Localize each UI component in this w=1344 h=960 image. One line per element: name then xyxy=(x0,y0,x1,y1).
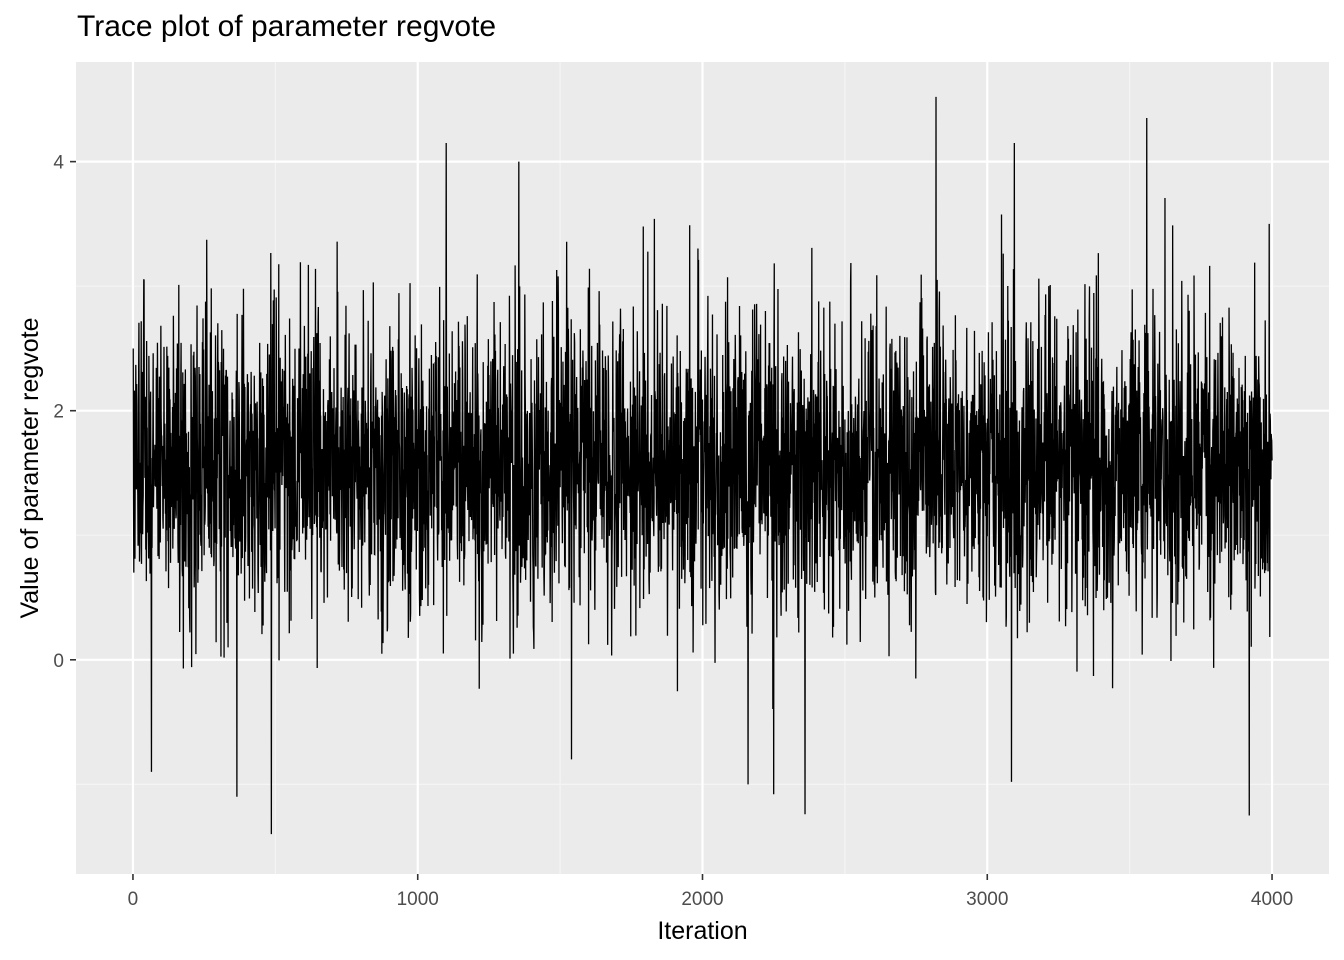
y-axis-title: Value of parameter regvote xyxy=(16,317,44,618)
trace-line xyxy=(132,96,1273,835)
x-tick-label: 4000 xyxy=(1251,889,1293,910)
x-axis-title: Iteration xyxy=(657,917,747,945)
trace-series xyxy=(132,96,1273,835)
x-axis: 0 1000 2000 3000 4000 xyxy=(128,874,1293,910)
chart-title: Trace plot of parameter regvote xyxy=(77,10,497,43)
y-tick-label: 0 xyxy=(53,651,64,672)
y-axis: 0 2 4 xyxy=(53,153,76,672)
x-tick-label: 0 xyxy=(128,889,139,910)
y-tick-label: 4 xyxy=(53,153,64,174)
y-tick-label: 2 xyxy=(53,402,64,423)
x-tick-label: 3000 xyxy=(966,889,1008,910)
x-tick-label: 2000 xyxy=(681,889,723,910)
x-tick-label: 1000 xyxy=(397,889,439,910)
